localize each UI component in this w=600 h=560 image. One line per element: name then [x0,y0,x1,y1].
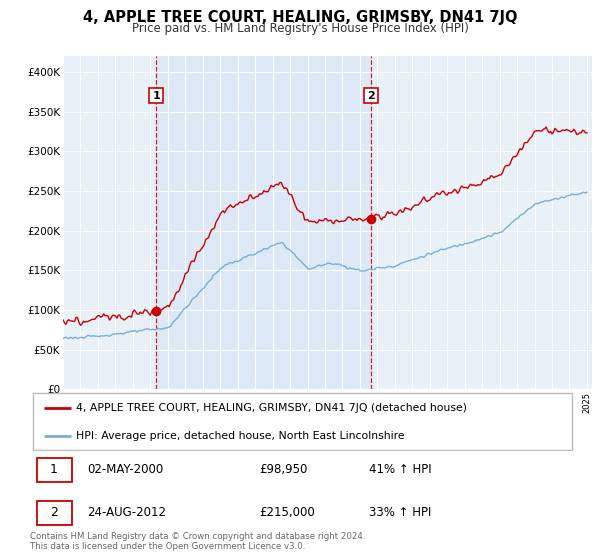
FancyBboxPatch shape [33,393,572,450]
Text: 33% ↑ HPI: 33% ↑ HPI [368,506,431,519]
Text: 4, APPLE TREE COURT, HEALING, GRIMSBY, DN41 7JQ (detached house): 4, APPLE TREE COURT, HEALING, GRIMSBY, D… [76,403,467,413]
Text: 2: 2 [50,506,58,519]
FancyBboxPatch shape [37,501,72,525]
Text: Contains HM Land Registry data © Crown copyright and database right 2024.
This d: Contains HM Land Registry data © Crown c… [30,532,365,552]
FancyBboxPatch shape [37,458,72,482]
Text: 1: 1 [50,463,58,477]
Text: 1: 1 [152,91,160,101]
Text: 02-MAY-2000: 02-MAY-2000 [88,463,164,477]
Text: 24-AUG-2012: 24-AUG-2012 [88,506,166,519]
Text: 4, APPLE TREE COURT, HEALING, GRIMSBY, DN41 7JQ: 4, APPLE TREE COURT, HEALING, GRIMSBY, D… [83,10,517,25]
Text: 41% ↑ HPI: 41% ↑ HPI [368,463,431,477]
Text: 2: 2 [367,91,375,101]
Text: HPI: Average price, detached house, North East Lincolnshire: HPI: Average price, detached house, Nort… [76,431,405,441]
Text: £215,000: £215,000 [259,506,315,519]
Text: Price paid vs. HM Land Registry's House Price Index (HPI): Price paid vs. HM Land Registry's House … [131,22,469,35]
Text: £98,950: £98,950 [259,463,308,477]
Bar [156,56,371,389]
